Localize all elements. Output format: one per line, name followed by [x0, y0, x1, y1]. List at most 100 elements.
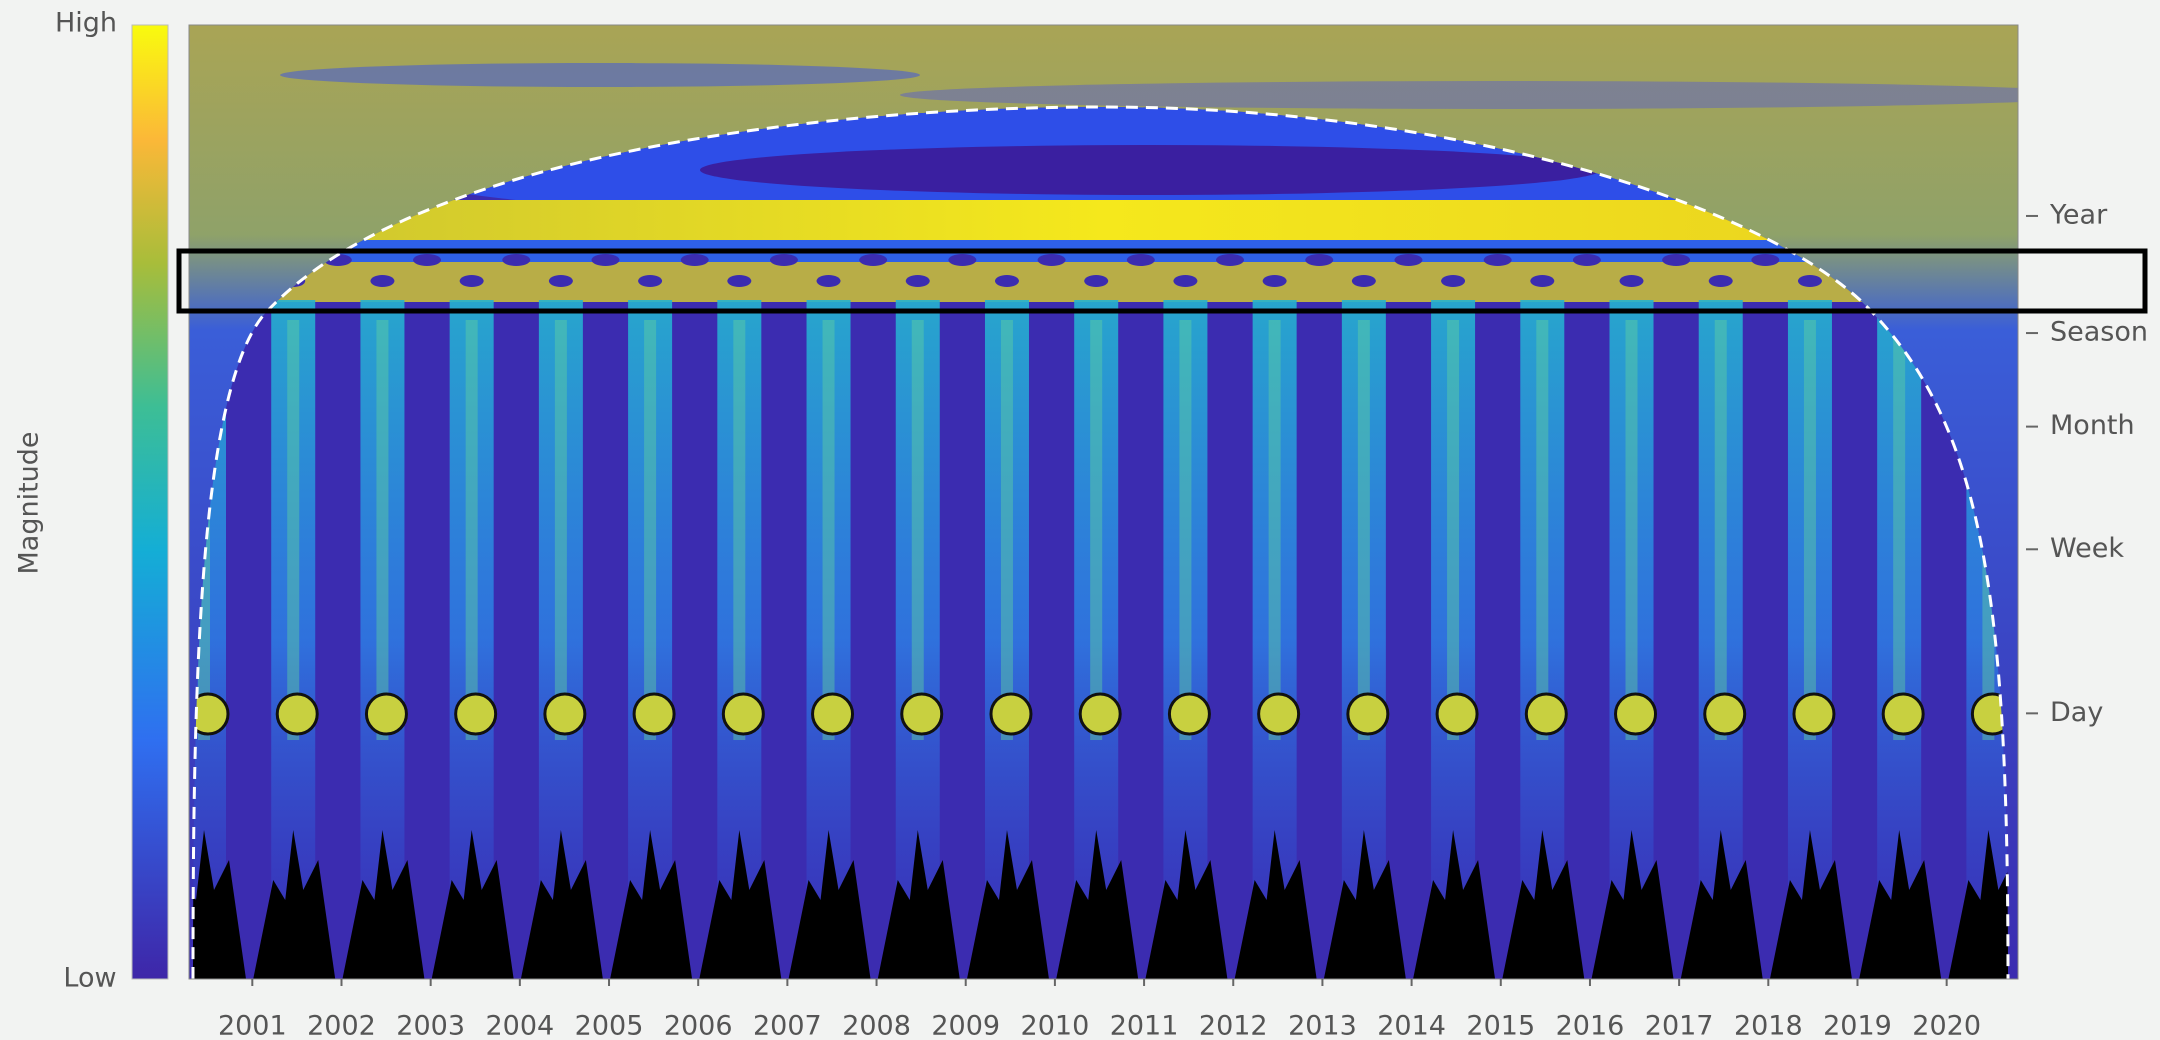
streak	[733, 320, 745, 740]
x-tick-label: 2002	[307, 1011, 376, 1040]
blob	[1216, 254, 1244, 266]
blob	[1394, 254, 1422, 266]
blob	[1352, 275, 1376, 287]
streak	[1179, 320, 1191, 740]
day-blob	[1794, 694, 1834, 734]
x-tick-label: 2005	[575, 1011, 644, 1040]
x-tick-label: 2008	[842, 1011, 911, 1040]
blob	[770, 254, 798, 266]
day-blob	[634, 694, 674, 734]
blob	[549, 275, 573, 287]
x-tick-label: 2001	[218, 1011, 287, 1040]
x-tick-label: 2018	[1734, 1011, 1803, 1040]
streak	[823, 320, 835, 740]
x-tick-label: 2003	[396, 1011, 465, 1040]
blob	[817, 275, 841, 287]
blob	[2019, 254, 2047, 266]
band	[900, 81, 2100, 109]
streak	[1536, 320, 1548, 740]
scalogram	[164, 25, 2100, 979]
x-tick-label: 2012	[1199, 1011, 1268, 1040]
y-tick-label: Year	[2049, 199, 2108, 230]
day-blob	[545, 694, 585, 734]
x-tick-label: 2015	[1466, 1011, 1535, 1040]
streak	[1358, 320, 1370, 740]
y-tick-label: Day	[2050, 697, 2103, 728]
blob	[1038, 254, 1066, 266]
day-blob	[991, 694, 1031, 734]
colorbar-high: High	[55, 8, 117, 39]
blob	[591, 254, 619, 266]
streak	[644, 320, 656, 740]
y-tick-label: Season	[2050, 317, 2148, 348]
day-blob	[1437, 694, 1477, 734]
y-tick-label: Week	[2050, 533, 2124, 564]
blob	[995, 275, 1019, 287]
blob	[948, 254, 976, 266]
x-tick-label: 2006	[664, 1011, 733, 1040]
streak	[466, 320, 478, 740]
blob	[1798, 275, 1822, 287]
blob	[1441, 275, 1465, 287]
streak	[287, 320, 299, 740]
day-blob	[1348, 694, 1388, 734]
x-tick-label: 2009	[931, 1011, 1000, 1040]
colorbar	[132, 25, 168, 979]
blob	[1751, 254, 1779, 266]
y-tick-label: Month	[2050, 410, 2135, 441]
day-blob	[813, 694, 853, 734]
day-blob	[902, 694, 942, 734]
streak	[1893, 320, 1905, 740]
blob	[370, 275, 394, 287]
streak	[1090, 320, 1102, 740]
band	[700, 145, 1600, 195]
blob	[727, 275, 751, 287]
streak	[1447, 320, 1459, 740]
day-blob	[366, 694, 406, 734]
day-blob	[1080, 694, 1120, 734]
streak	[1626, 320, 1638, 740]
blob	[1662, 254, 1690, 266]
streak	[1001, 320, 1013, 740]
blob	[681, 254, 709, 266]
day-blob	[1169, 694, 1209, 734]
day-blob	[723, 694, 763, 734]
day-blob	[1616, 694, 1656, 734]
blob	[1530, 275, 1554, 287]
day-blob	[1705, 694, 1745, 734]
streak	[1715, 320, 1727, 740]
blob	[460, 275, 484, 287]
band	[280, 63, 920, 87]
blob	[1484, 254, 1512, 266]
day-blob	[277, 694, 317, 734]
x-tick-label: 2014	[1377, 1011, 1446, 1040]
blob	[1573, 254, 1601, 266]
day-blob	[456, 694, 496, 734]
blob	[1263, 275, 1287, 287]
x-tick-label: 2013	[1288, 1011, 1357, 1040]
blob	[502, 254, 530, 266]
blob	[1084, 275, 1108, 287]
day-blob	[1883, 694, 1923, 734]
blob	[1305, 254, 1333, 266]
x-tick-label: 2004	[485, 1011, 554, 1040]
blob	[1173, 275, 1197, 287]
blob	[413, 254, 441, 266]
x-tick-label: 2019	[1823, 1011, 1892, 1040]
x-tick-label: 2020	[1912, 1011, 1981, 1040]
x-tick-label: 2017	[1645, 1011, 1714, 1040]
day-blob	[1259, 694, 1299, 734]
day-blob	[1526, 694, 1566, 734]
blob	[859, 254, 887, 266]
streak	[1804, 320, 1816, 740]
x-tick-label: 2011	[1110, 1011, 1179, 1040]
blob	[906, 275, 930, 287]
streak	[376, 320, 388, 740]
blob	[638, 275, 662, 287]
x-tick-label: 2016	[1556, 1011, 1625, 1040]
blob	[1620, 275, 1644, 287]
colorbar-label: Magnitude	[14, 431, 45, 574]
x-tick-label: 2007	[753, 1011, 822, 1040]
x-tick-label: 2010	[1021, 1011, 1090, 1040]
streak	[555, 320, 567, 740]
